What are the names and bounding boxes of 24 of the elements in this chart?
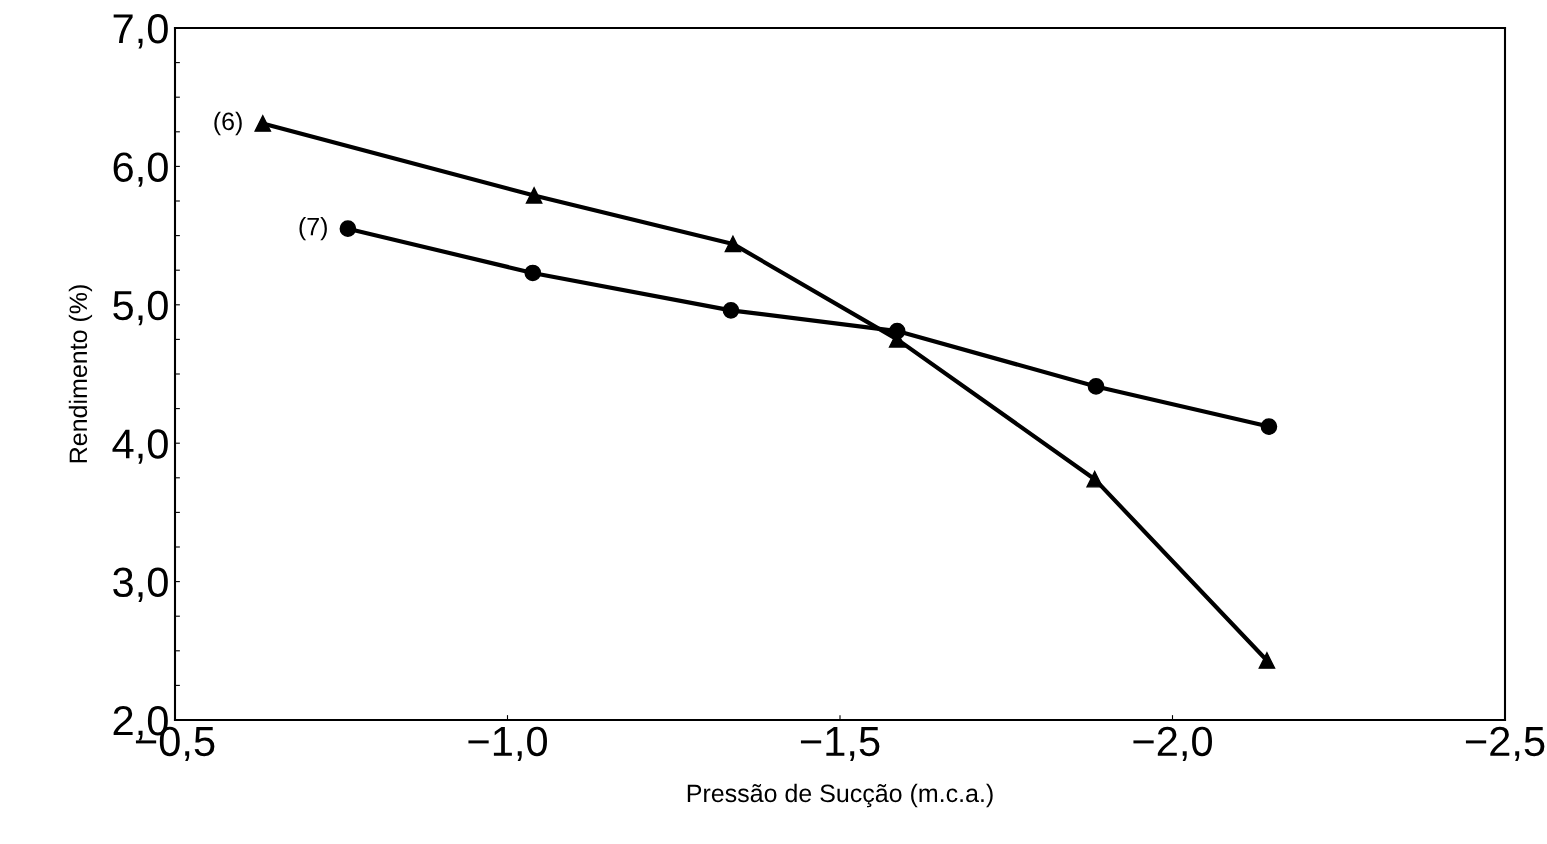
- point: [1258, 652, 1276, 669]
- point: [1086, 470, 1104, 488]
- point: [525, 187, 543, 204]
- y-tick-label: 7,0: [113, 14, 168, 49]
- point: [524, 264, 542, 282]
- y-tick-label: 3,0: [113, 567, 168, 603]
- x-tick-label: −2,5: [1465, 726, 1545, 762]
- point: [888, 322, 906, 340]
- y-tick-label: 6,0: [113, 152, 168, 187]
- x-tick-label: −1,5: [800, 727, 880, 762]
- annotation: (6): [214, 111, 242, 136]
- point: [722, 302, 740, 319]
- x-tick-label: −2,0: [1133, 726, 1212, 762]
- x-axis-title: Pressão de Sucção (m.c.a.): [687, 783, 993, 808]
- y-tick-label: 4,0: [112, 429, 168, 464]
- point: [1260, 418, 1278, 435]
- y-tick-label: 5,0: [113, 290, 168, 326]
- y-axis-title: Rendimento (%): [68, 285, 93, 463]
- annotation: (7): [299, 217, 327, 241]
- point: [254, 115, 272, 132]
- point: [339, 220, 357, 238]
- point: [1087, 378, 1105, 395]
- point: [724, 235, 742, 253]
- x-tick-label: −1,0: [468, 726, 547, 762]
